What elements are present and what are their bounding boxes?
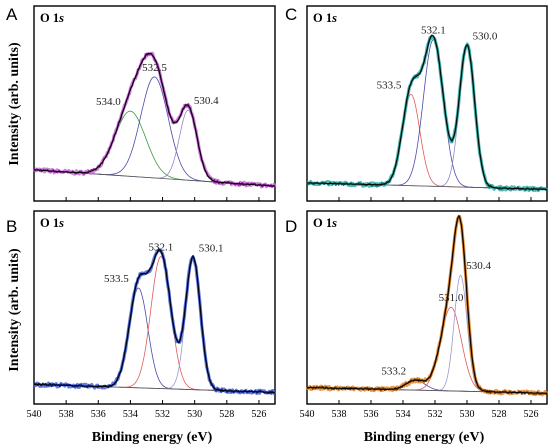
plot-frame xyxy=(306,5,548,202)
peak-label-1: 533.5 xyxy=(377,79,402,91)
ylabel-bottom: Intensity (arb. units) xyxy=(7,248,22,372)
peak-label-2: 531.0 xyxy=(439,292,464,304)
data-band xyxy=(305,214,548,397)
panel-letter: A xyxy=(6,5,18,24)
x-tick-label: 532 xyxy=(428,409,443,420)
fit-envelope xyxy=(33,52,275,187)
peak-label-3: 530.0 xyxy=(473,30,498,42)
x-tick-label: 526 xyxy=(524,409,539,420)
panel-title: O 1s xyxy=(313,216,337,230)
peak-label-3: 530.4 xyxy=(194,95,219,107)
x-tick-label: 528 xyxy=(219,409,234,420)
x-tick-label: 532 xyxy=(155,409,170,420)
ylabel-top: Intensity (arb. units) xyxy=(7,42,22,166)
peak-label-1: 533.5 xyxy=(104,273,129,285)
fit-envelope xyxy=(307,215,547,394)
peak-label-2: 532.5 xyxy=(142,62,167,74)
x-tick-label: 540 xyxy=(27,409,42,420)
x-tick-label: 538 xyxy=(59,409,74,420)
peak-label-1: 533.2 xyxy=(381,366,406,378)
component-curve-1 xyxy=(33,110,275,187)
x-tick-label: 536 xyxy=(364,409,379,420)
panel-d: D O 1s 533.2 531.0 530.4 540 538 536 534 532 530 52… xyxy=(285,210,548,420)
xlabel-right: Binding energy (eV) xyxy=(364,430,485,445)
data-series xyxy=(306,34,548,191)
x-tick-label: 526 xyxy=(251,409,266,420)
panel-a: A O 1s 534.0 532.5 530.4 xyxy=(6,5,277,202)
plot-frame xyxy=(33,5,276,202)
peak-label-3: 530.4 xyxy=(466,260,491,272)
peak-label-2: 532.1 xyxy=(149,242,174,254)
panel-letter: B xyxy=(6,217,17,236)
plot-frame xyxy=(306,210,548,405)
x-tick-label: 534 xyxy=(123,409,138,420)
component-curve-1 xyxy=(33,287,275,393)
component-curve-1 xyxy=(306,93,548,190)
component-curve-3 xyxy=(33,257,275,393)
component-curve-3 xyxy=(33,109,275,187)
component-curve-2 xyxy=(306,39,548,190)
xlabel-left: Binding energy (eV) xyxy=(92,430,213,445)
component-curve-2 xyxy=(33,256,275,393)
peak-label-3: 530.1 xyxy=(199,243,224,255)
x-tick-label: 538 xyxy=(332,409,347,420)
x-tick-label: 528 xyxy=(492,409,507,420)
data-series xyxy=(33,248,276,394)
panel-title: O 1s xyxy=(40,216,64,230)
panels: A O 1s 534.0 532.5 530.4 C O 1s 533.5 532.1 530.0… xyxy=(6,5,549,420)
peak-label-2: 532.1 xyxy=(421,25,446,37)
panel-title: O 1s xyxy=(313,11,337,25)
peak-label-1: 534.0 xyxy=(96,96,121,108)
x-tick-label: 530 xyxy=(460,409,475,420)
data-band xyxy=(33,247,276,396)
panel-letter: D xyxy=(285,217,297,236)
x-tick-label: 534 xyxy=(396,409,411,420)
x-tick-label: 530 xyxy=(187,409,202,420)
component-curve-3 xyxy=(307,274,547,394)
data-series xyxy=(306,214,548,395)
x-tick-label: 536 xyxy=(91,409,106,420)
panel-c: C O 1s 533.5 532.1 530.0 xyxy=(285,5,549,202)
fit-envelope xyxy=(306,35,548,190)
component-curve-2 xyxy=(33,76,275,187)
plot-frame xyxy=(33,210,276,405)
fit-envelope xyxy=(33,249,275,393)
panel-title: O 1s xyxy=(40,11,64,25)
panel-b: B O 1s 533.5 532.1 530.1 540 538 536 534 532 530 52… xyxy=(6,210,276,420)
panel-letter: C xyxy=(285,5,297,24)
x-tick-label: 540 xyxy=(300,409,315,420)
